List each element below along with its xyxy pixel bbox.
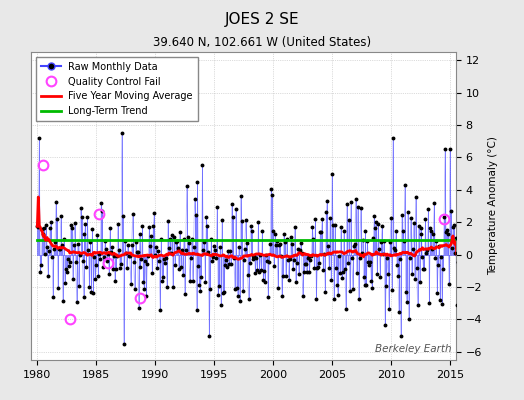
Text: 39.640 N, 102.661 W (United States): 39.640 N, 102.661 W (United States) [153,36,371,49]
Legend: Raw Monthly Data, Quality Control Fail, Five Year Moving Average, Long-Term Tren: Raw Monthly Data, Quality Control Fail, … [36,57,198,121]
Y-axis label: Temperature Anomaly (°C): Temperature Anomaly (°C) [488,136,498,276]
Text: JOES 2 SE: JOES 2 SE [225,12,299,27]
Text: Berkeley Earth: Berkeley Earth [375,344,452,354]
